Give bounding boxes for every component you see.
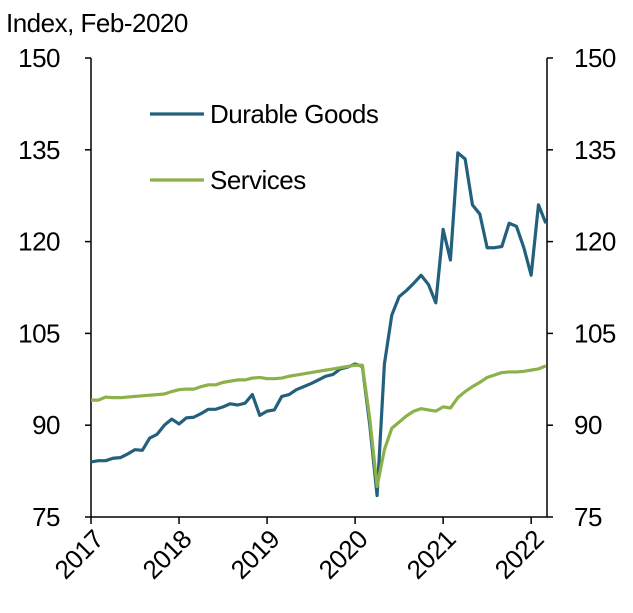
y2-tick-label: 120 <box>574 227 616 257</box>
x-tick-label: 2017 <box>49 524 110 585</box>
x-tick-label: 2020 <box>313 524 374 585</box>
x-tick-label: 2018 <box>137 524 198 585</box>
y-tick-label: 90 <box>32 410 60 440</box>
y2-tick-label: 135 <box>574 135 616 165</box>
x-tick-label: 2021 <box>401 524 462 585</box>
chart-title: Index, Feb-2020 <box>6 8 188 38</box>
y-tick-label: 135 <box>18 135 60 165</box>
y2-tick-label: 105 <box>574 318 616 348</box>
y-tick-label: 75 <box>32 502 60 532</box>
y-tick-label: 105 <box>18 318 60 348</box>
legend-label: Durable Goods <box>210 99 379 129</box>
y2-tick-label: 75 <box>574 502 602 532</box>
y2-tick-label: 90 <box>574 410 602 440</box>
y-tick-label: 150 <box>18 43 60 73</box>
legend-label: Services <box>210 165 306 195</box>
x-tick-label: 2022 <box>489 524 550 585</box>
x-tick-label: 2019 <box>225 524 286 585</box>
data-line <box>91 363 547 488</box>
y-tick-label: 120 <box>18 227 60 257</box>
y2-tick-label: 150 <box>574 43 616 73</box>
data-line <box>90 151 548 498</box>
